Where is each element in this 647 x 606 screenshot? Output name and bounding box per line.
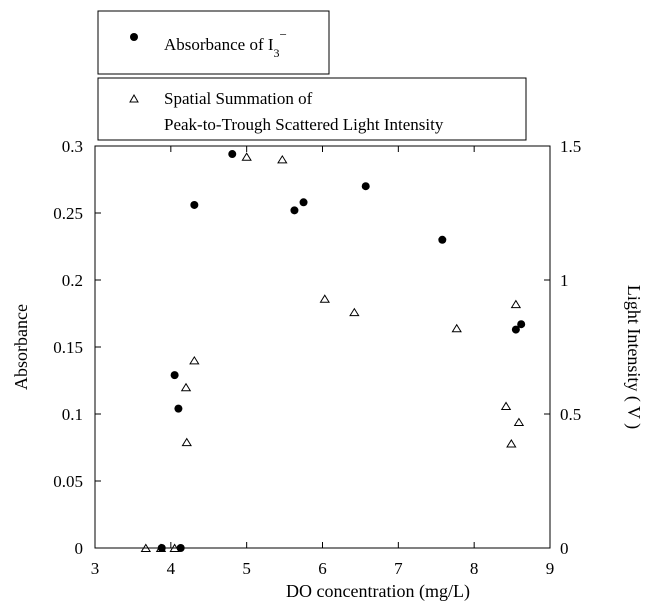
data-point-absorbance [174,405,182,413]
data-point-light-intensity [350,309,359,316]
data-point-light-intensity [190,357,199,364]
x-tick-label: 9 [546,559,555,578]
legend-absorbance-main: Absorbance of I [164,35,274,54]
data-point-absorbance [362,182,370,190]
x-tick-label: 4 [167,559,176,578]
data-point-absorbance [228,150,236,158]
y-left-tick-label: 0.1 [62,405,83,424]
y-axis-right-title: Light Intensity ( V ) [623,285,644,429]
legend-marker-filled-circle [130,33,138,41]
x-tick-label: 8 [470,559,479,578]
y-left-tick-label: 0.15 [53,338,83,357]
data-point-absorbance [438,236,446,244]
data-point-light-intensity [515,419,524,426]
data-point-absorbance [171,371,179,379]
legend-label-light-line2: Peak-to-Trough Scattered Light Intensity [164,115,444,134]
data-point-light-intensity [182,439,191,446]
x-tick-label: 3 [91,559,100,578]
data-point-absorbance [177,544,185,552]
y-left-tick-label: 0.2 [62,271,83,290]
data-point-light-intensity [182,384,191,391]
y-left-tick-label: 0.05 [53,472,83,491]
axis-ticks: 345678900.050.10.150.20.250.300.511.5 [53,137,581,578]
data-point-light-intensity [507,440,516,447]
x-tick-label: 7 [394,559,403,578]
data-point-light-intensity [512,301,521,308]
y-right-tick-label: 1 [560,271,569,290]
data-point-absorbance [290,206,298,214]
y-left-tick-label: 0.3 [62,137,83,156]
data-point-light-intensity [242,153,251,160]
plot-frame [95,146,550,548]
y-right-tick-label: 0 [560,539,569,558]
x-axis-title: DO concentration (mg/L) [286,581,470,602]
legend-absorbance-sup: − [280,27,287,42]
data-point-light-intensity [452,325,461,332]
data-point-absorbance [517,320,525,328]
data-point-absorbance [190,201,198,209]
y-right-tick-label: 1.5 [560,137,581,156]
data-marks [142,150,526,552]
data-point-light-intensity [320,295,329,302]
data-point-light-intensity [502,402,511,409]
legend-label-light-line1: Spatial Summation of [164,89,313,108]
data-point-absorbance [300,198,308,206]
y-left-tick-label: 0 [75,539,84,558]
y-left-tick-label: 0.25 [53,204,83,223]
y-axis-left-title: Absorbance [11,304,31,390]
x-tick-label: 5 [242,559,251,578]
data-point-light-intensity [278,156,287,163]
y-right-tick-label: 0.5 [560,405,581,424]
legend-absorbance-sub: 3 [274,46,280,60]
x-tick-label: 6 [318,559,327,578]
